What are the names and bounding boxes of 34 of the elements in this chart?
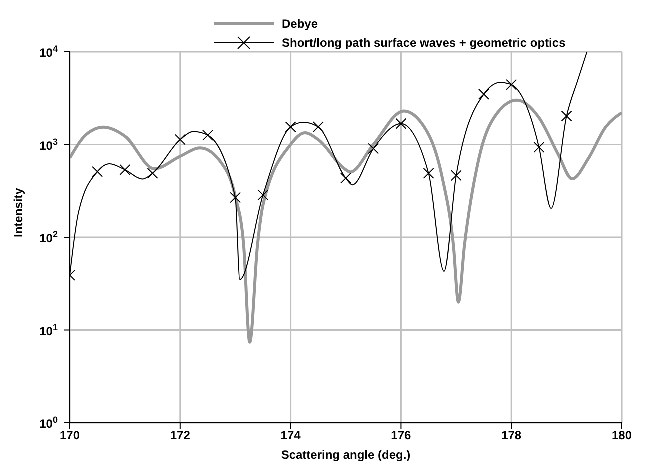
- point: [202, 130, 214, 141]
- x-tick-label: 170: [60, 428, 80, 443]
- point: [120, 164, 131, 176]
- point: [340, 172, 352, 184]
- y-tick-label: 10$^{1}$: [40, 322, 58, 338]
- x-tick-label: 176: [391, 428, 412, 443]
- line-series: [70, 98, 622, 344]
- y-axis-title: Intensity: [11, 188, 26, 238]
- point: [561, 110, 572, 122]
- point: [147, 168, 158, 179]
- point: [450, 170, 462, 182]
- legend-label: Short/long path surface waves + geometric optics: [282, 36, 566, 50]
- y-tick-label: 10$^{4}$: [40, 44, 58, 60]
- point: [368, 143, 380, 154]
- point: [285, 122, 296, 133]
- x-tick-label: 174: [280, 428, 302, 443]
- point: [534, 142, 545, 153]
- y-tick-label: 10$^{2}$: [40, 230, 58, 246]
- legend-label: Debye: [282, 16, 318, 30]
- point: [506, 79, 518, 90]
- point: [174, 134, 186, 146]
- x-tick-label: 178: [502, 428, 522, 443]
- x-tick-label: 172: [170, 428, 191, 443]
- point: [396, 118, 407, 130]
- y-tick-label: 10$^{0}$: [40, 415, 58, 431]
- point: [423, 168, 434, 179]
- point: [230, 192, 242, 204]
- point: [478, 88, 490, 100]
- point: [312, 122, 324, 133]
- x-tick-label: 180: [612, 428, 632, 443]
- x-axis-title: Scattering angle (deg.): [281, 448, 411, 462]
- y-tick-label: 10$^{3}$: [40, 136, 58, 153]
- point: [258, 190, 269, 201]
- point: [92, 166, 104, 178]
